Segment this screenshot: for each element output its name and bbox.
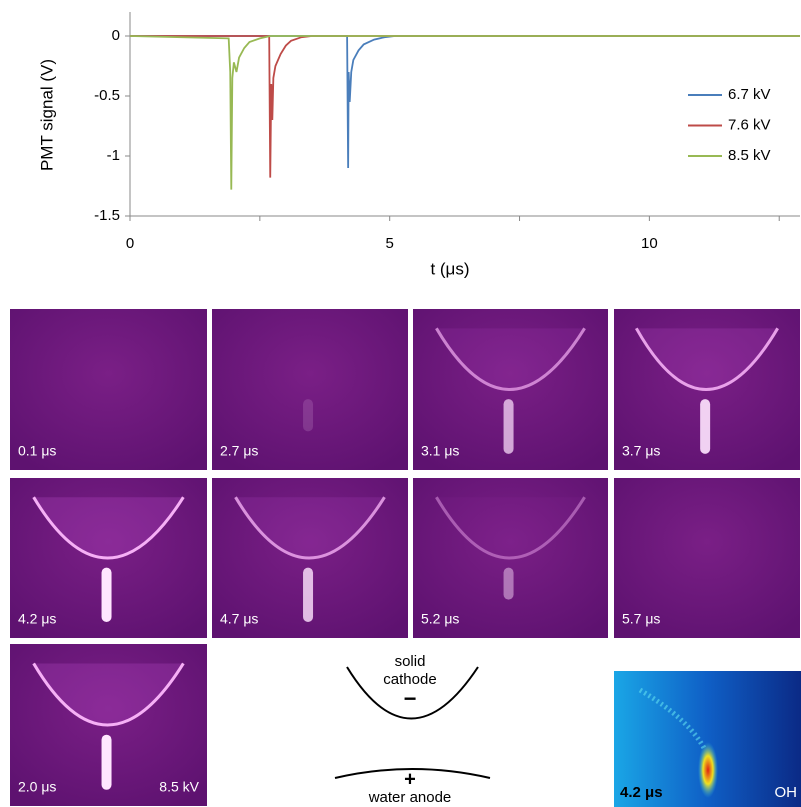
panel-label: 2.7 μs — [220, 443, 258, 459]
legend-label: 6.7 kV — [728, 86, 771, 103]
anode-label: water anode — [368, 789, 452, 806]
cathode-label: cathode — [383, 671, 436, 688]
series-line — [130, 35, 800, 178]
discharge-column — [700, 399, 711, 454]
panel-voltage: 8.5 kV — [159, 779, 199, 795]
image-panel: 5.2 μs — [413, 478, 608, 638]
discharge-column — [303, 567, 314, 622]
discharge-bowl — [32, 662, 185, 727]
y-tick-label: -0.5 — [94, 87, 120, 104]
y-tick-label: -1 — [107, 147, 120, 164]
image-panel: 3.1 μs — [413, 309, 608, 470]
legend-label: 8.5 kV — [728, 147, 771, 164]
x-tick-label: 10 — [641, 235, 658, 252]
discharge-bowl — [435, 327, 586, 391]
image-panel: 0.1 μs — [10, 309, 207, 470]
discharge-bowl — [32, 496, 185, 560]
discharge-column — [503, 399, 514, 454]
panel-background — [413, 478, 608, 638]
panel-label: 4.2 μs — [18, 611, 56, 627]
panel-label: 3.1 μs — [421, 443, 459, 459]
image-panel: 4.7 μs — [212, 478, 408, 638]
discharge-column — [303, 399, 314, 432]
panel-label: 5.7 μs — [622, 611, 660, 627]
discharge-bowl — [435, 496, 586, 560]
discharge-bowl — [234, 496, 386, 560]
panel-background — [212, 309, 408, 470]
panel-label: 3.7 μs — [622, 443, 660, 459]
x-tick-label: 0 — [126, 235, 134, 252]
panel-background — [10, 309, 207, 470]
y-axis-label: PMT signal (V) — [37, 59, 56, 171]
panel-label: 4.7 μs — [220, 611, 258, 627]
discharge-bowl — [635, 327, 779, 391]
discharge-column — [101, 734, 112, 790]
image-panel: 2.7 μs — [212, 309, 408, 470]
oh-trace — [638, 687, 708, 752]
anode-sign: + — [404, 768, 416, 790]
panel-label: 0.1 μs — [18, 443, 56, 459]
image-panel: 3.7 μs — [614, 309, 800, 470]
inset-species: OH — [775, 784, 798, 801]
image-panel: 2.0 μs 8.5 kV — [10, 644, 207, 806]
y-tick-label: -1.5 — [94, 207, 120, 224]
cathode-label: solid — [395, 653, 426, 670]
x-axis-label: t (μs) — [430, 259, 469, 278]
cathode-shape — [346, 666, 479, 720]
legend-label: 7.6 kV — [728, 116, 771, 133]
image-panel: 5.7 μs — [614, 478, 800, 638]
discharge-column — [503, 567, 514, 600]
panel-label: 5.2 μs — [421, 611, 459, 627]
image-panel: 4.2 μs — [10, 478, 207, 638]
discharge-column — [101, 567, 112, 622]
panel-background — [614, 478, 800, 638]
oh-spot — [698, 742, 718, 798]
x-tick-label: 5 — [386, 235, 394, 252]
series-line — [129, 35, 800, 190]
series-line — [130, 35, 800, 169]
panel-label: 2.0 μs — [18, 779, 56, 795]
y-tick-label: 0 — [112, 27, 120, 44]
inset-time: 4.2 μs — [620, 784, 663, 801]
anode-shape — [334, 768, 491, 779]
cathode-sign: − — [404, 686, 417, 711]
